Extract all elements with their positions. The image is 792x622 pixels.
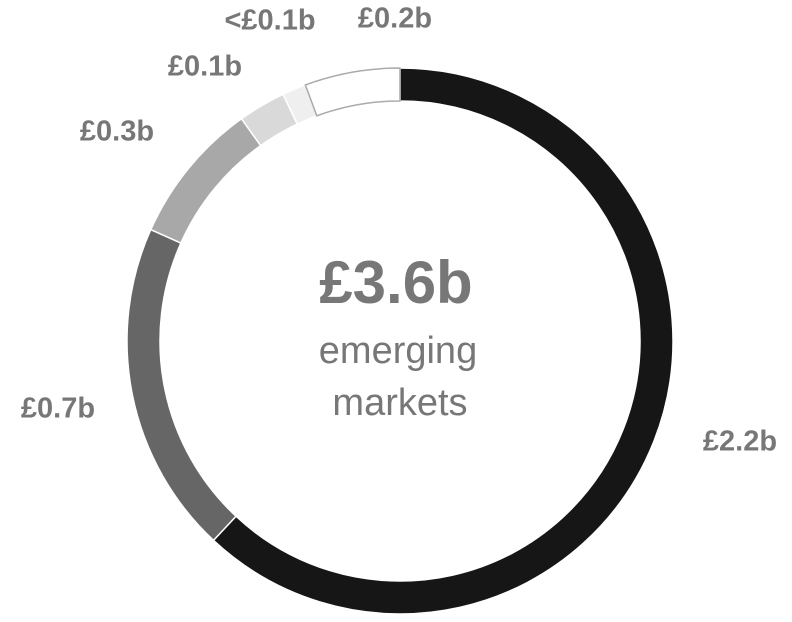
data-label: £0.7b <box>21 393 95 425</box>
data-label: £0.1b <box>168 51 242 83</box>
data-label: £2.2b <box>703 426 777 458</box>
data-label: £0.2b <box>358 3 432 35</box>
data-label: <£0.1b <box>224 5 315 37</box>
center-text: emerging <box>319 330 477 372</box>
donut-segment <box>212 67 674 615</box>
center-text: markets <box>332 382 467 424</box>
data-label: £0.3b <box>80 116 154 148</box>
donut-segment <box>304 67 401 117</box>
donut-segment <box>149 117 262 245</box>
center-title: £3.6b <box>319 249 472 316</box>
donut-segment <box>126 228 238 542</box>
